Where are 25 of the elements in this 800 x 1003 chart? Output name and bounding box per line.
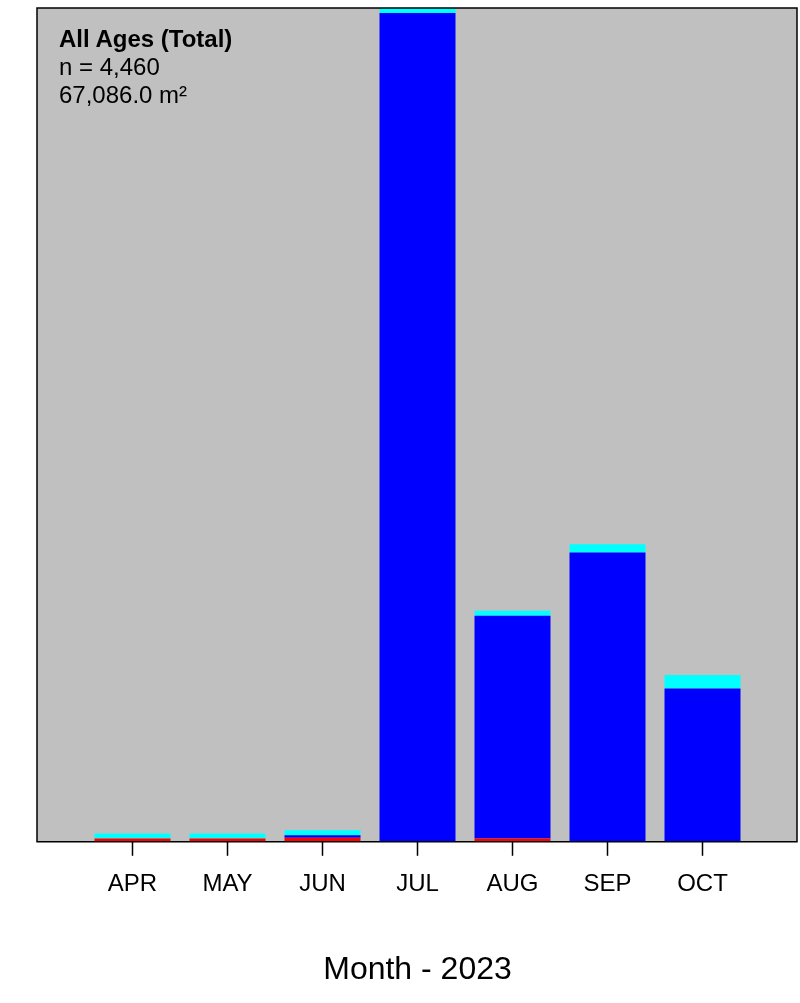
bar [284,835,361,838]
bar [284,830,361,836]
bar [664,688,741,842]
bar [189,833,266,839]
bar [94,838,171,842]
bar [474,610,551,616]
bar [94,833,171,839]
x-tick-label: AUG [486,868,539,896]
x-tick-label: JUL [396,868,439,896]
annotation: n = 4,460 [59,52,160,80]
x-tick-label: JUN [299,868,346,896]
bar [474,615,551,839]
x-tick-label: SEP [583,868,632,896]
bar [664,675,741,689]
x-tick-label: OCT [677,868,729,896]
x-tick-label: MAY [202,868,253,896]
x-tick-label: APR [107,868,158,896]
x-axis-title: Month - 2023 [323,949,512,986]
annotation: 67,086.0 m² [59,80,188,108]
bar [569,544,646,553]
bar [189,838,266,842]
bar [379,13,456,842]
bar [474,838,551,842]
text: All Ages (Total) [59,24,233,52]
bar [569,552,646,842]
